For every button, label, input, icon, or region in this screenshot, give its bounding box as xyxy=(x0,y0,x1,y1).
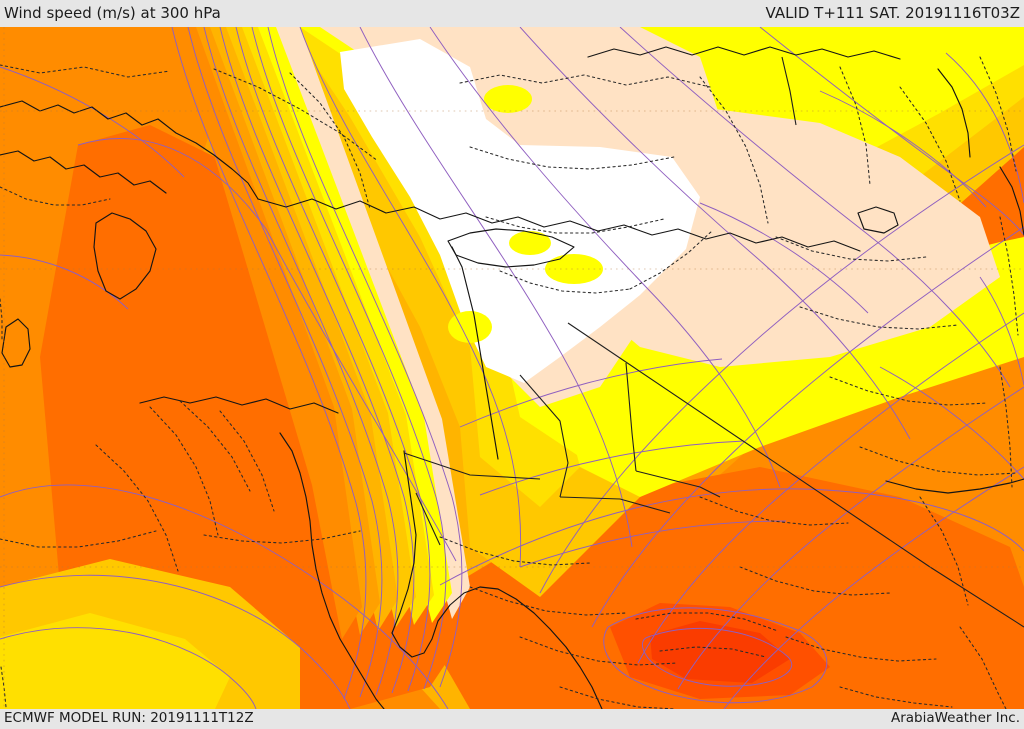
political-borders-dotted xyxy=(0,56,1019,709)
valid-time-label: VALID T+111 SAT. 20191116T03Z xyxy=(765,4,1020,22)
model-run-label: ECMWF MODEL RUN: 20191111T12Z xyxy=(4,710,254,727)
contour-lines xyxy=(0,27,1024,709)
fill-band-10 xyxy=(340,39,700,383)
fill-band-60 xyxy=(650,621,790,683)
page-title: Wind speed (m/s) at 300 hPa xyxy=(4,4,221,22)
fill-pocket-20d xyxy=(448,311,492,343)
map-footer-bar: ECMWF MODEL RUN: 20191111T12Z ArabiaWeat… xyxy=(0,709,1024,729)
fill-pocket-20b xyxy=(509,231,551,255)
coastlines xyxy=(0,46,1024,709)
forecast-map-canvas[interactable] xyxy=(0,27,1024,709)
fill-band-25b xyxy=(0,613,230,709)
fill-pocket-20c xyxy=(545,254,603,284)
fill-pocket-20a xyxy=(484,85,532,113)
wind-speed-contour-plot xyxy=(0,27,1024,709)
map-header-bar: Wind speed (m/s) at 300 hPa VALID T+111 … xyxy=(0,0,1024,27)
provider-credit: ArabiaWeather Inc. xyxy=(890,710,1020,727)
jet-gradient-stripes xyxy=(176,27,470,639)
